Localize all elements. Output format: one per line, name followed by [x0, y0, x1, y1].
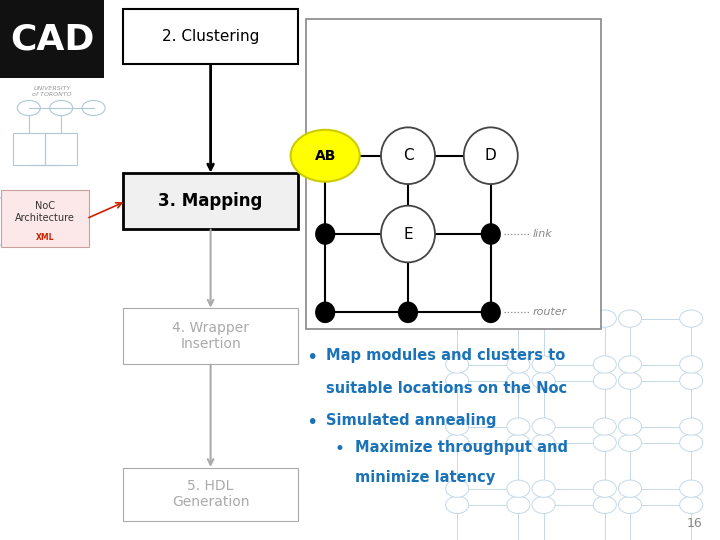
FancyBboxPatch shape: [0, 0, 104, 78]
FancyBboxPatch shape: [1, 190, 89, 247]
Circle shape: [618, 372, 642, 389]
Text: 16: 16: [686, 517, 702, 530]
Text: 4. Wrapper
Insertion: 4. Wrapper Insertion: [172, 321, 249, 351]
Circle shape: [680, 356, 703, 373]
Circle shape: [618, 496, 642, 514]
Circle shape: [593, 418, 616, 435]
Ellipse shape: [398, 223, 418, 245]
Circle shape: [593, 480, 616, 497]
Text: link: link: [533, 229, 552, 239]
Circle shape: [593, 372, 616, 389]
Circle shape: [593, 496, 616, 514]
Text: D: D: [485, 148, 497, 163]
Text: E: E: [403, 226, 413, 241]
Circle shape: [532, 418, 555, 435]
Circle shape: [446, 356, 469, 373]
Text: C: C: [402, 148, 413, 163]
FancyBboxPatch shape: [123, 468, 298, 521]
Text: XML: XML: [36, 233, 54, 242]
Ellipse shape: [398, 301, 418, 323]
Circle shape: [593, 356, 616, 373]
Circle shape: [618, 310, 642, 327]
Text: 2. Clustering: 2. Clustering: [162, 29, 259, 44]
Ellipse shape: [481, 301, 501, 323]
Text: •: •: [335, 440, 345, 458]
Ellipse shape: [481, 223, 501, 245]
Text: 3. Mapping: 3. Mapping: [158, 192, 263, 210]
Ellipse shape: [481, 145, 501, 166]
Circle shape: [532, 356, 555, 373]
Circle shape: [618, 480, 642, 497]
Circle shape: [680, 310, 703, 327]
Circle shape: [507, 356, 530, 373]
Text: NoC
Architecture: NoC Architecture: [15, 201, 75, 223]
Text: •: •: [306, 348, 318, 367]
FancyBboxPatch shape: [306, 19, 601, 329]
Circle shape: [291, 130, 360, 181]
Ellipse shape: [315, 301, 336, 323]
Ellipse shape: [398, 145, 418, 166]
Circle shape: [446, 496, 469, 514]
Ellipse shape: [381, 127, 435, 184]
Circle shape: [680, 418, 703, 435]
Ellipse shape: [315, 223, 336, 245]
Text: 5. HDL
Generation: 5. HDL Generation: [172, 479, 249, 509]
Ellipse shape: [381, 206, 435, 262]
Circle shape: [593, 434, 616, 451]
FancyBboxPatch shape: [123, 9, 298, 64]
Circle shape: [532, 496, 555, 514]
Text: AB: AB: [315, 148, 336, 163]
Circle shape: [618, 356, 642, 373]
Circle shape: [618, 434, 642, 451]
Ellipse shape: [82, 100, 105, 116]
Circle shape: [446, 418, 469, 435]
Circle shape: [532, 372, 555, 389]
Circle shape: [446, 310, 469, 327]
FancyBboxPatch shape: [123, 173, 298, 229]
Circle shape: [680, 372, 703, 389]
Ellipse shape: [50, 100, 73, 116]
Text: suitable locations on the Noᴄ: suitable locations on the Noᴄ: [326, 381, 567, 396]
Circle shape: [618, 418, 642, 435]
Circle shape: [507, 480, 530, 497]
Circle shape: [446, 372, 469, 389]
Circle shape: [446, 434, 469, 451]
Circle shape: [446, 480, 469, 497]
Ellipse shape: [464, 127, 518, 184]
Text: Maximize throughput and: Maximize throughput and: [355, 440, 568, 455]
Circle shape: [680, 480, 703, 497]
Circle shape: [532, 480, 555, 497]
Circle shape: [507, 310, 530, 327]
Circle shape: [507, 418, 530, 435]
Text: CAD: CAD: [10, 22, 94, 56]
FancyBboxPatch shape: [123, 308, 298, 364]
Text: Simulated annealing: Simulated annealing: [326, 413, 497, 428]
Text: •: •: [306, 413, 318, 432]
Text: Map modules and clusters to: Map modules and clusters to: [326, 348, 565, 363]
Circle shape: [507, 434, 530, 451]
Ellipse shape: [17, 100, 40, 116]
Circle shape: [593, 310, 616, 327]
Circle shape: [680, 434, 703, 451]
Text: minimize latency: minimize latency: [355, 470, 495, 485]
Circle shape: [507, 372, 530, 389]
Ellipse shape: [315, 145, 336, 166]
Circle shape: [507, 496, 530, 514]
Text: UNIVERSITY
of TORONTO: UNIVERSITY of TORONTO: [32, 86, 71, 97]
Text: router: router: [533, 307, 567, 318]
Circle shape: [532, 434, 555, 451]
Circle shape: [680, 496, 703, 514]
Circle shape: [532, 310, 555, 327]
